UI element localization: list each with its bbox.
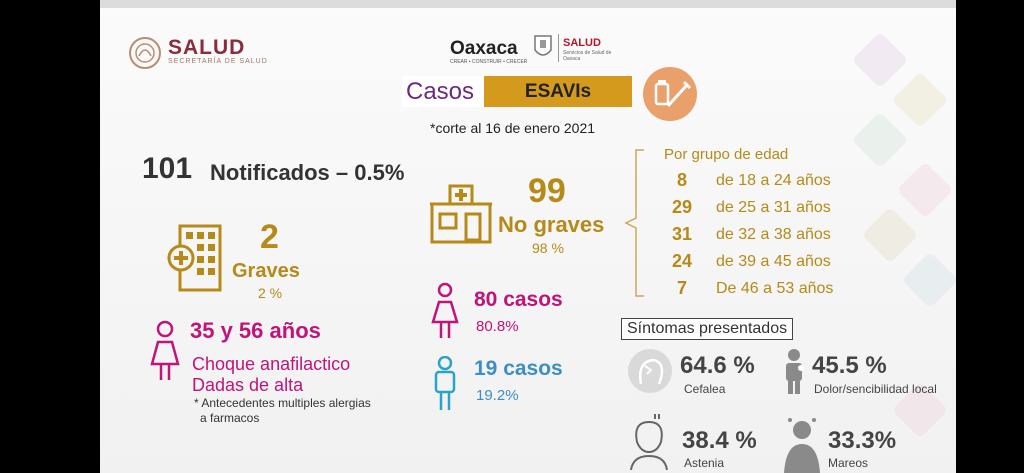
oaxaca-logo-tagline: CREAR • CONSTRUIR • CRECER [450, 59, 528, 65]
salud-logo-subtitle: SECRETARÍA DE SALUD [168, 58, 268, 65]
symptom-value: 64.6 % [680, 352, 755, 379]
symptom-label: Dolor/sencibilidad local [814, 382, 937, 396]
decor-diamond [901, 251, 956, 309]
vaccine-icon [643, 67, 697, 121]
logo-divider [558, 34, 559, 62]
severe-label: Graves [232, 260, 300, 282]
oaxaca-shield-icon [534, 35, 552, 56]
severe-number: 2 [260, 218, 279, 256]
list-item: 29 de 25 a 31 años [660, 197, 860, 224]
decor-diamond [851, 31, 909, 89]
fatigue-icon [630, 414, 668, 470]
headache-icon [628, 349, 672, 393]
age-group-count: 7 [676, 278, 687, 298]
decor-diamond [891, 71, 949, 129]
symptom-label: Cefalea [684, 382, 726, 396]
age-group-range: de 18 a 24 años [716, 172, 831, 189]
oaxaca-salud-text: SALUD [563, 37, 601, 49]
oaxaca-logo-text: Oaxaca [450, 38, 518, 59]
decor-diamond [896, 161, 954, 219]
symptom-value: 33.3% [828, 427, 897, 454]
woman-icon [431, 282, 459, 338]
non-severe-percent: 98 % [532, 240, 564, 256]
age-group-bracket [624, 149, 644, 297]
title-part-1: Casos [406, 78, 475, 105]
women-cases: 80 casos [474, 288, 563, 311]
list-item: 24 de 39 a 45 años [660, 251, 860, 278]
list-item: 7 De 46 a 53 años [660, 278, 860, 305]
slide: SALUD SECRETARÍA DE SALUD Oaxaca CREAR •… [100, 0, 956, 473]
dizziness-icon [784, 418, 820, 473]
severe-note-line2: a farmacos [200, 411, 260, 425]
severe-note-line1: * Antecedentes multiples alergias [194, 396, 371, 410]
age-group-count: 29 [671, 197, 693, 217]
total-notified-number: 101 [142, 152, 193, 185]
title-highlight: ESAVIs [484, 76, 632, 107]
age-group-range: de 39 a 45 años [716, 253, 831, 270]
age-group-range: de 25 a 31 años [716, 199, 831, 216]
women-percent: 80.8% [476, 318, 519, 335]
clinic-icon [430, 184, 492, 244]
decor-diamond [851, 111, 909, 169]
cutoff-date: *corte al 16 de enero 2021 [430, 120, 596, 136]
hospital-building-icon [167, 224, 222, 292]
local-pain-icon [786, 349, 804, 394]
severe-ages: 35 y 56 años [190, 318, 321, 343]
list-item: 31 de 32 a 38 años [660, 224, 860, 251]
list-item: 8 de 18 a 24 años [660, 170, 860, 197]
age-group-count: 31 [671, 224, 693, 244]
age-group-range: De 46 a 53 años [716, 280, 834, 297]
title-part-2: ESAVIs [524, 81, 592, 102]
symptoms-title: Síntomas presentados [621, 318, 794, 340]
title-box: Casos ESAVIs [402, 76, 632, 107]
men-percent: 19.2% [476, 387, 519, 404]
age-group-range: de 32 a 38 años [716, 226, 831, 243]
symptom-value: 38.4 % [682, 427, 757, 454]
age-group-title: Por grupo de edad [664, 146, 789, 163]
symptom-label: Mareos [828, 456, 869, 470]
symptom-value: 45.5 % [812, 352, 887, 379]
salud-logo-text: SALUD [168, 36, 246, 59]
decor-diamond [861, 206, 919, 264]
woman-icon [150, 320, 180, 380]
mexico-seal-icon [129, 37, 161, 69]
age-group-count: 8 [676, 170, 687, 190]
man-icon [434, 356, 456, 410]
severe-diagnosis: Choque anafilactico [192, 354, 351, 374]
symptom-label: Astenia [684, 456, 725, 470]
men-cases: 19 casos [474, 357, 563, 380]
top-bar [100, 0, 956, 8]
age-group-count: 24 [671, 251, 693, 271]
non-severe-number: 99 [528, 172, 566, 210]
severe-percent: 2 % [258, 285, 283, 301]
oaxaca-salud-sub: Servicios de Salud de Oaxaca [563, 50, 612, 62]
non-severe-label: No graves [498, 212, 605, 237]
severe-discharge: Dadas de alta [192, 375, 304, 395]
total-notified-label: Notificados – 0.5% [210, 160, 405, 185]
